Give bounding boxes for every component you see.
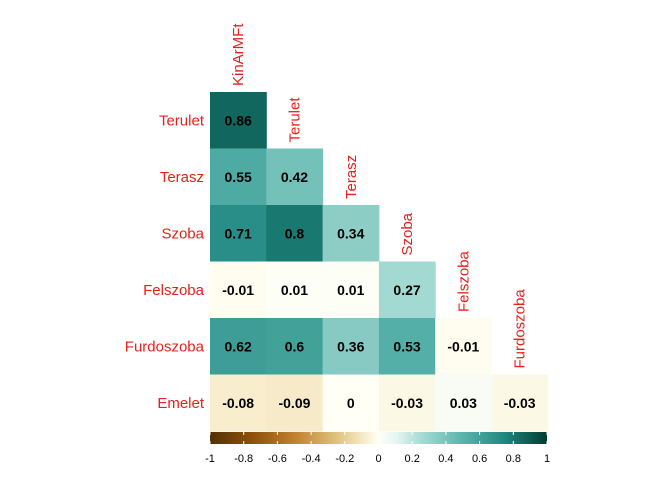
cell-value-label: -0.03 bbox=[504, 395, 536, 411]
heatmap-cell bbox=[210, 261, 267, 319]
color-legend-tick-label: 0.6 bbox=[472, 453, 487, 465]
cell-value-label: 0.01 bbox=[337, 282, 364, 298]
heatmap-cell bbox=[322, 374, 380, 432]
heatmap-cell bbox=[435, 318, 492, 375]
cell-value-label: -0.01 bbox=[222, 282, 254, 298]
heatmap-cell bbox=[266, 261, 324, 319]
cell-value-label: 0.55 bbox=[225, 169, 252, 185]
cell-value-label: 0.42 bbox=[281, 169, 308, 185]
cell-value-label: 0.6 bbox=[285, 338, 305, 354]
row-label: Terulet bbox=[159, 112, 205, 129]
heatmap-cell bbox=[266, 148, 324, 206]
color-legend-tick-label: 0.2 bbox=[405, 453, 420, 465]
cell-value-label: 0.01 bbox=[281, 282, 308, 298]
column-label: Szoba bbox=[399, 212, 416, 255]
cell-value-label: 0.53 bbox=[393, 338, 420, 354]
color-legend-tick-label: -0.4 bbox=[302, 453, 321, 465]
row-label: Felszoba bbox=[143, 282, 205, 299]
heatmap-cell bbox=[322, 318, 380, 375]
row-label: Terasz bbox=[160, 169, 204, 186]
color-legend: -1 -0.8 -0.6 -0.4 -0.2 0 0.2 0.4 0.6 0.8 1 bbox=[205, 432, 550, 465]
cell-value-label: 0.03 bbox=[450, 395, 477, 411]
cell-value-label: 0.27 bbox=[393, 282, 420, 298]
column-label: Felszoba bbox=[455, 250, 472, 312]
row-label: Furdoszoba bbox=[125, 338, 205, 355]
color-legend-tick-label: 0.8 bbox=[506, 453, 521, 465]
heatmap-cell bbox=[210, 92, 267, 149]
heatmap-cell bbox=[322, 261, 380, 319]
heatmap-cell bbox=[210, 205, 267, 262]
heatmap-cell bbox=[378, 374, 436, 432]
column-label: Terulet bbox=[286, 97, 303, 143]
color-legend-tick-label: -0.8 bbox=[234, 453, 253, 465]
cell-value-label: 0.8 bbox=[285, 225, 305, 241]
heatmap-cell bbox=[210, 148, 267, 206]
row-labels: Terulet Terasz Szoba Felszoba Furdoszoba Emel… bbox=[125, 112, 205, 412]
heatmap-cell bbox=[266, 318, 324, 375]
heatmap-cell bbox=[210, 374, 267, 432]
cell-value-label: 0.62 bbox=[225, 338, 252, 354]
column-label: KinArMFt bbox=[230, 23, 247, 86]
row-label: Szoba bbox=[161, 225, 204, 242]
cell-value-label: 0 bbox=[347, 395, 355, 411]
cell-value-label: -0.08 bbox=[222, 395, 254, 411]
column-label: Furdoszoba bbox=[512, 289, 529, 369]
heatmap-cells: 0.86 0.55 0.42 0.71 0.8 0.34 -0.01 0.01 0.01 0.27… bbox=[210, 92, 549, 432]
color-legend-tick-label: 0 bbox=[375, 453, 381, 465]
cell-value-label: 0.36 bbox=[337, 338, 364, 354]
cell-value-label: -0.03 bbox=[391, 395, 423, 411]
heatmap-cell bbox=[435, 374, 492, 432]
heatmap-cell bbox=[491, 374, 549, 432]
heatmap-cell bbox=[266, 374, 324, 432]
heatmap-cell bbox=[378, 261, 436, 319]
cell-value-label: 0.71 bbox=[225, 225, 252, 241]
heatmap-cell bbox=[378, 318, 436, 375]
color-legend-tick-label: 0.4 bbox=[438, 453, 453, 465]
color-legend-bar bbox=[210, 432, 547, 444]
row-label: Emelet bbox=[157, 395, 205, 412]
column-label: Terasz bbox=[343, 155, 360, 199]
color-legend-tick-label: 1 bbox=[544, 453, 550, 465]
color-legend-tick-label: -1 bbox=[205, 453, 215, 465]
cell-value-label: 0.86 bbox=[225, 112, 252, 128]
cell-value-label: 0.34 bbox=[337, 225, 364, 241]
heatmap-cell bbox=[266, 205, 324, 262]
cell-value-label: -0.09 bbox=[278, 395, 310, 411]
heatmap-cell bbox=[322, 205, 380, 262]
color-legend-tick-label: -0.6 bbox=[268, 453, 287, 465]
color-legend-tick-label: -0.2 bbox=[335, 453, 354, 465]
heatmap-cell bbox=[210, 318, 267, 375]
cell-value-label: -0.01 bbox=[447, 338, 479, 354]
column-labels: KinArMFt Terulet Terasz Szoba Felszoba Furdos… bbox=[230, 23, 529, 369]
